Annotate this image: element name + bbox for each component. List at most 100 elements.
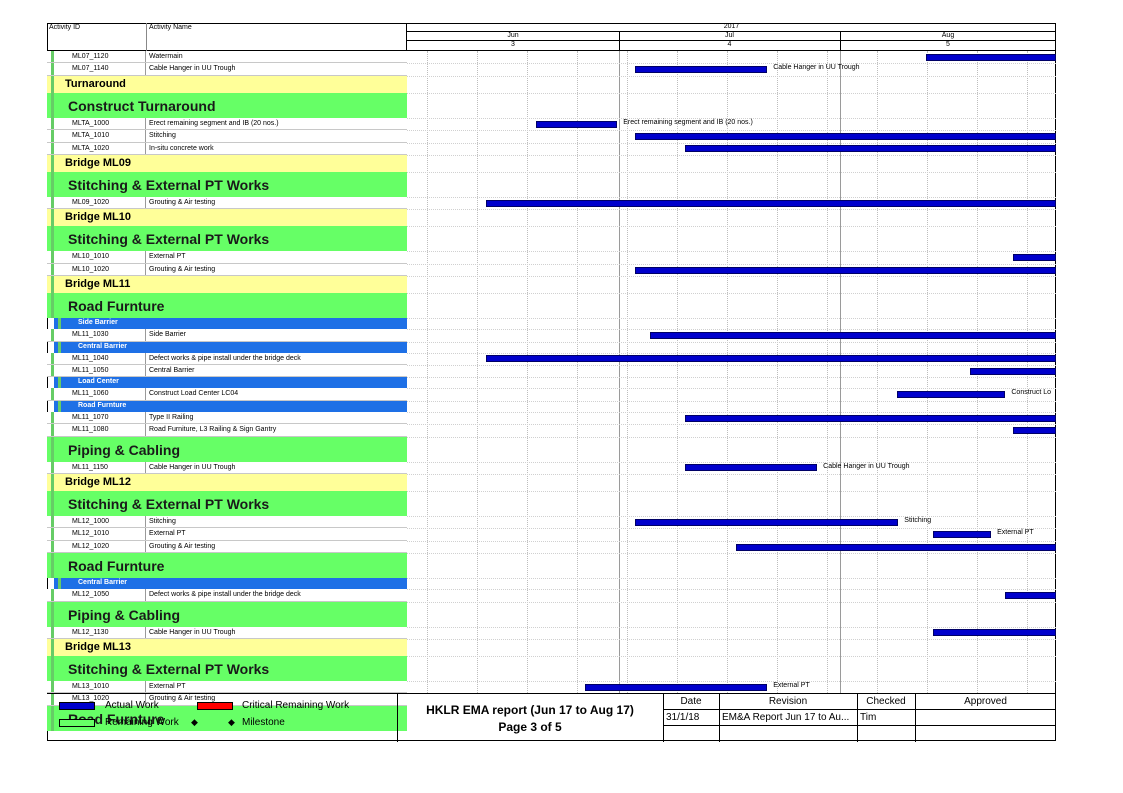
outline-stripe [51, 142, 54, 154]
section-header[interactable]: Stitching & External PT Works [47, 491, 407, 516]
checked-header: Checked [866, 696, 906, 707]
cell-divider [145, 528, 146, 540]
activity-row[interactable]: ML07_1140 Cable Hanger in UU Trough [47, 63, 407, 76]
activity-id-header[interactable]: Activity ID [49, 24, 81, 31]
activity-row[interactable]: ML07_1120 Watermain [47, 51, 407, 64]
activity-row[interactable]: ML11_1040 Defect works & pipe install und… [47, 352, 407, 365]
outline-stripe [51, 656, 54, 681]
actual-work-bar[interactable] [896, 391, 1006, 399]
activity-row[interactable]: ML12_1050 Defect works & pipe install und… [47, 589, 407, 602]
actual-work-bar[interactable] [685, 464, 818, 472]
activity-row[interactable]: ML12_1130 Cable Hanger in UU Trough [47, 626, 407, 639]
row-gridline [407, 365, 1056, 366]
activity-row[interactable]: ML11_1070 Type II Railing [47, 411, 407, 425]
actual-work-bar[interactable] [736, 543, 1056, 551]
activity-row[interactable]: ML11_1080 Road Furniture, L3 Railing & Si… [47, 424, 407, 437]
activity-row[interactable]: MLTA_1000 Erect remaining segment and IB … [47, 117, 407, 131]
activity-row[interactable]: MLTA_1020 In-situ concrete work [47, 142, 407, 155]
cell-divider [145, 693, 146, 705]
actual-work-bar[interactable] [486, 355, 1056, 363]
actual-work-bar[interactable] [486, 199, 1056, 207]
cell-divider [145, 681, 146, 693]
cell-divider [145, 51, 146, 63]
activity-row[interactable]: ML11_1050 Central Barrier [47, 365, 407, 378]
subgroup-header[interactable]: Central Barrier [54, 341, 407, 353]
actual-work-bar[interactable] [933, 531, 992, 539]
group-title: Stitching & External PT Works [68, 661, 270, 677]
row-gridline [407, 601, 1056, 603]
group-header[interactable]: Bridge ML09 [47, 155, 407, 172]
section-header[interactable]: Stitching & External PT Works [47, 226, 407, 252]
section-header[interactable]: Piping & Cabling [47, 436, 407, 462]
group-header[interactable]: Bridge ML11 [47, 276, 407, 294]
outline-stripe [51, 681, 54, 693]
actual-work-bar[interactable] [635, 266, 1056, 274]
activity-name-header[interactable]: Activity Name [149, 24, 192, 31]
section-header[interactable]: Piping & Cabling [47, 601, 407, 627]
group-header[interactable]: Bridge ML13 [47, 639, 407, 656]
date-header: Date [680, 696, 702, 707]
actual-work-bar[interactable] [685, 145, 1056, 153]
actual-work-bar[interactable] [933, 629, 1056, 637]
section-header[interactable]: Road Furnture [47, 553, 407, 579]
subgroup-header[interactable]: Central Barrier [54, 578, 407, 590]
actual-work-bar[interactable] [969, 367, 1056, 375]
activity-row[interactable]: ML10_1010 External PT [47, 251, 407, 264]
section-header[interactable]: Road Furnture [47, 705, 407, 731]
actual-work-bar[interactable] [585, 683, 768, 691]
row-gridline [407, 461, 1056, 463]
actual-work-bar[interactable] [536, 120, 618, 128]
week-gridline [827, 51, 828, 693]
subgroup-header[interactable]: Load Center [54, 377, 407, 389]
subgroup-header[interactable]: Road Furnture [54, 400, 407, 412]
row-gridline [407, 226, 1056, 228]
actual-work-bar[interactable] [635, 66, 768, 74]
milestone-legend: Milestone [242, 717, 285, 728]
section-header[interactable]: Construct Turnaround [47, 92, 407, 118]
outline-stripe [51, 130, 54, 142]
actual-work-bar[interactable] [1012, 254, 1056, 262]
row-gridline [407, 92, 1056, 94]
outline-stripe [51, 75, 54, 93]
activity-row[interactable]: ML12_1020 Grouting & Air testing [47, 540, 407, 554]
activity-row[interactable]: ML13_1010 External PT [47, 681, 407, 694]
activity-row[interactable]: ML09_1020 Grouting & Air testing [47, 197, 407, 210]
bar-label: External PT [773, 682, 810, 689]
group-header[interactable]: Bridge ML12 [47, 474, 407, 491]
actual-work-bar[interactable] [635, 518, 899, 526]
critical-remaining-swatch [197, 702, 233, 710]
outline-stripe [51, 365, 54, 377]
section-header[interactable]: Road Furnture [47, 293, 407, 319]
actual-work-bar[interactable] [926, 53, 1056, 61]
section-header[interactable]: Stitching & External PT Works [47, 656, 407, 681]
activity-name: Grouting & Air testing [149, 542, 216, 550]
activity-row[interactable]: ML11_1060 Construct Load Center LC04 [47, 388, 407, 401]
activity-row[interactable]: MLTA_1010 Stitching [47, 130, 407, 143]
activity-row[interactable]: ML12_1010 External PT [47, 528, 407, 541]
outline-stripe [51, 388, 54, 400]
group-header[interactable]: Bridge ML10 [47, 209, 407, 227]
subgroup-header[interactable]: Side Barrier [54, 318, 407, 330]
activity-row[interactable]: ML10_1020 Grouting & Air testing [47, 263, 407, 277]
approved-header: Approved [964, 696, 1007, 707]
activity-row[interactable]: ML11_1150 Cable Hanger in UU Trough [47, 461, 407, 474]
section-header[interactable]: Stitching & External PT Works [47, 172, 407, 197]
outline-stripe [51, 197, 54, 209]
cell-divider [145, 251, 146, 263]
activity-row[interactable]: ML12_1000 Stitching [47, 516, 407, 529]
actual-work-bar[interactable] [685, 414, 1056, 422]
activity-row[interactable]: ML11_1030 Side Barrier [47, 329, 407, 342]
actual-work-bar[interactable] [1012, 426, 1056, 434]
column-header: Activity ID Activity Name [47, 23, 407, 51]
activity-id: MLTA_1000 [72, 119, 110, 127]
row-gridline [407, 293, 1056, 295]
activity-name: Stitching [149, 518, 176, 525]
row-gridline [407, 341, 1056, 343]
week-gridline [777, 51, 778, 693]
actual-work-bar[interactable] [1005, 591, 1056, 599]
activity-id: ML12_1000 [72, 518, 109, 525]
actual-work-bar[interactable] [650, 331, 1056, 339]
activity-name: Grouting & Air testing [149, 695, 216, 703]
group-header[interactable]: Turnaround [47, 75, 407, 93]
actual-work-bar[interactable] [635, 132, 1056, 140]
